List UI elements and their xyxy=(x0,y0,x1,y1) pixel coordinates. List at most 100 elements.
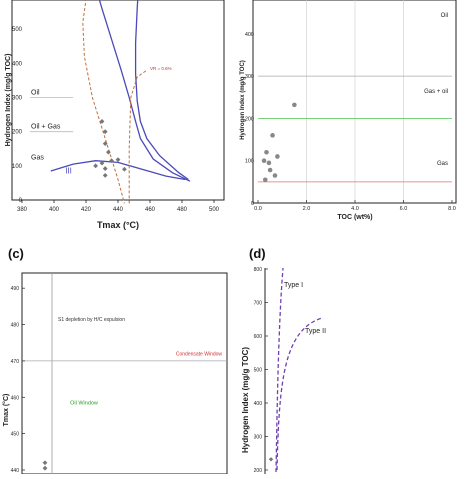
x-tick-label: 2.0 xyxy=(303,206,311,212)
panel-d-curves: Type I Type II xyxy=(275,267,326,473)
panel-a: Oil Oil + Gas Gas III VR = 0.6% 380 400 420 44… xyxy=(5,0,225,230)
series-label-type-ii: Type II xyxy=(305,328,326,335)
series-label-type-i: Type I xyxy=(284,282,303,289)
y-tick-label: 440 xyxy=(11,468,20,474)
x-tick-label: 400 xyxy=(49,207,60,213)
data-point xyxy=(115,157,121,163)
data-point xyxy=(122,166,127,172)
data-point xyxy=(102,141,108,147)
y-tick-label: 400 xyxy=(12,61,23,67)
x-tick-label: 380 xyxy=(17,207,28,213)
panel-c-ylabel: Tmax (°C) xyxy=(2,394,10,427)
data-point xyxy=(99,160,105,166)
vr-line-2 xyxy=(128,69,148,204)
y-tick-label: 400 xyxy=(254,401,263,407)
y-tick-label: 450 xyxy=(11,432,20,438)
y-tick-label: 0 xyxy=(251,201,254,207)
zone-label: Oil + Gas xyxy=(31,124,61,131)
data-point xyxy=(292,102,297,108)
type-iii-curve xyxy=(50,160,186,181)
data-point xyxy=(275,154,280,159)
y-tick-label: 300 xyxy=(12,96,23,102)
panel-a-ylabel: Hydrogen Index (mg/g TOC) xyxy=(5,54,12,147)
zone-label: Oil Window xyxy=(70,401,98,407)
x-tick-label: 4.0 xyxy=(351,206,359,212)
zone-label: Condensate Window xyxy=(176,351,223,357)
type-boundary-curve-1 xyxy=(98,0,191,182)
data-point xyxy=(102,173,108,178)
panel-b-zone-lines: Oil Gas + oil Gas xyxy=(258,0,452,203)
panel-b-ticks: 0.0 2.0 4.0 6.0 8.0 0 100 200 300 400 xyxy=(245,32,456,212)
y-tick-label: 300 xyxy=(254,435,263,441)
panel-d-points xyxy=(268,457,274,462)
data-point xyxy=(42,460,48,466)
panel-c-points xyxy=(42,460,48,471)
data-point xyxy=(102,166,108,171)
y-tick-label: 500 xyxy=(12,27,23,33)
y-tick-label: 300 xyxy=(245,74,254,80)
panel-c-zone-lines: S1 depletion by H/C expulsion Condensate … xyxy=(22,317,227,407)
x-tick-label: 440 xyxy=(113,207,124,213)
panel-d-label: (d) xyxy=(249,246,266,261)
x-tick-label: 6.0 xyxy=(400,206,408,212)
y-tick-label: 400 xyxy=(245,32,254,38)
data-point xyxy=(266,160,272,166)
data-point xyxy=(93,163,98,169)
panel-d-ylabel: Hydrogen Index (mg/g TOC) xyxy=(241,347,250,453)
data-point xyxy=(42,465,48,471)
panel-a-xlabel: Tmax (°C) xyxy=(97,220,139,230)
data-point xyxy=(106,149,111,155)
y-tick-label: 200 xyxy=(254,468,263,474)
y-tick-label: 100 xyxy=(12,164,23,170)
y-tick-label: 200 xyxy=(245,116,254,122)
panel-a-points xyxy=(93,119,127,178)
y-tick-label: 460 xyxy=(11,395,20,401)
panel-b-points xyxy=(261,102,297,183)
type-iii-label: III xyxy=(65,166,72,175)
panel-b-ylabel: Hydrogen Index (mg/g TOC) xyxy=(240,60,246,140)
vr-line-1 xyxy=(82,0,125,204)
panel-c-label: (c) xyxy=(8,246,24,261)
zone-label: Oil xyxy=(31,90,40,97)
data-point xyxy=(262,177,268,183)
y-tick-label: 600 xyxy=(254,334,263,340)
y-tick-label: 800 xyxy=(254,267,263,273)
y-tick-label: 700 xyxy=(254,301,263,307)
data-point xyxy=(261,158,267,164)
panel-b-frame xyxy=(252,0,457,204)
zone-label: Gas xyxy=(437,161,448,167)
panel-a-zone-lines: Oil Oil + Gas Gas xyxy=(30,90,74,161)
zone-label: S1 depletion by H/C expulsion xyxy=(58,317,125,323)
x-tick-label: 8.0 xyxy=(448,206,456,212)
data-point xyxy=(272,173,278,178)
panel-c: (c) S1 depletion by H/C expulsion Condens… xyxy=(2,246,228,475)
y-tick-label: 200 xyxy=(12,130,23,136)
type-i-curve xyxy=(275,267,284,473)
y-tick-label: 100 xyxy=(245,159,254,165)
zone-label: Gas + oil xyxy=(424,89,448,95)
y-tick-label: 0 xyxy=(19,198,23,204)
y-tick-label: 480 xyxy=(11,323,20,329)
panel-a-ticks: 380 400 420 440 460 480 500 0 100 200 300 400 500 xyxy=(12,27,220,213)
y-tick-label: 500 xyxy=(254,368,263,374)
data-point xyxy=(267,167,273,173)
x-tick-label: 500 xyxy=(209,207,220,213)
data-point xyxy=(99,119,105,124)
type-boundary-curve-2 xyxy=(134,0,189,181)
x-tick-label: 420 xyxy=(81,207,92,213)
panel-d-ticks: 200 300 400 500 600 700 800 xyxy=(254,267,268,474)
data-point xyxy=(268,457,274,462)
data-point xyxy=(109,158,114,164)
panel-a-frame xyxy=(11,0,225,201)
panel-a-curves: III VR = 0.6% xyxy=(50,0,191,204)
panel-c-ticks: 440 450 460 470 480 490 xyxy=(11,286,25,474)
zone-label: Gas xyxy=(31,154,44,161)
x-tick-label: 480 xyxy=(177,207,188,213)
y-tick-label: 490 xyxy=(11,286,20,292)
panel-b-xlabel: TOC (wt%) xyxy=(337,214,372,221)
panel-c-frame xyxy=(21,272,228,475)
x-tick-label: 0.0 xyxy=(254,206,262,212)
